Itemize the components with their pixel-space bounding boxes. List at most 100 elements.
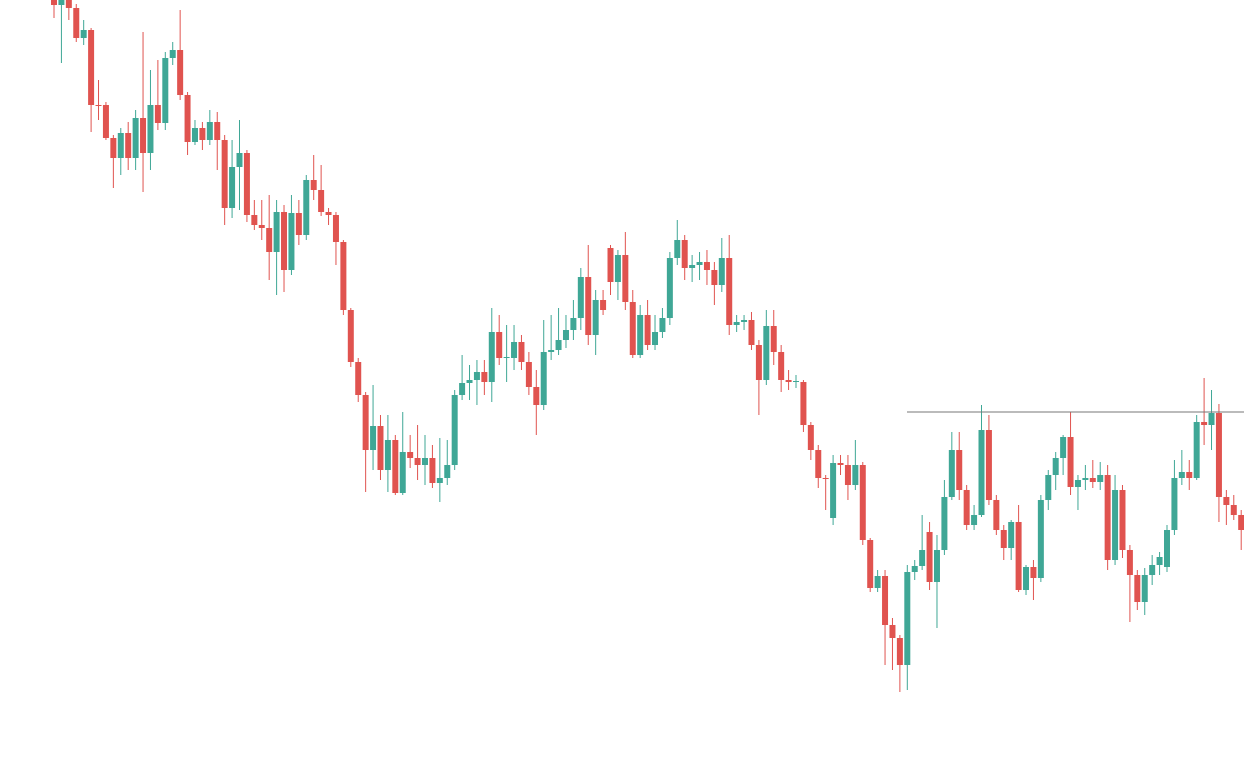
- candle-body: [948, 450, 955, 497]
- candle-body: [637, 315, 644, 355]
- candle-body: [600, 300, 607, 310]
- candle-body: [191, 128, 198, 142]
- candle-body: [1089, 478, 1096, 482]
- candle-body: [674, 240, 681, 258]
- candle-body: [303, 180, 310, 235]
- candle-body: [110, 138, 117, 158]
- candle-body: [830, 463, 837, 518]
- candle-body: [1149, 565, 1156, 575]
- candle-body: [325, 212, 332, 215]
- candle-body: [258, 225, 265, 228]
- candle-body: [1208, 413, 1215, 425]
- candle-body: [793, 381, 799, 382]
- candle-body: [177, 50, 184, 95]
- candle-body: [273, 212, 280, 252]
- candle-body: [347, 310, 354, 362]
- candle-body: [1164, 530, 1170, 567]
- candle-body: [1060, 437, 1067, 458]
- candle-body: [288, 213, 295, 270]
- candle-body: [132, 118, 139, 158]
- candle-body: [340, 242, 347, 310]
- candle-body: [644, 315, 651, 345]
- candle-body: [481, 372, 488, 382]
- candle-body: [511, 342, 518, 358]
- candle-body: [837, 463, 844, 465]
- candle-body: [1097, 475, 1104, 482]
- candle-body: [867, 540, 874, 588]
- candle-body: [184, 95, 191, 142]
- candle-body: [1178, 472, 1185, 478]
- candle-body: [562, 330, 569, 340]
- candle-body: [1015, 522, 1022, 590]
- candle-body: [1215, 413, 1222, 497]
- candle-body: [807, 425, 814, 450]
- candle-body: [214, 122, 221, 140]
- candle-body: [1067, 437, 1074, 487]
- candle-body: [971, 515, 978, 525]
- candle-body: [874, 576, 881, 588]
- candle-body: [770, 326, 777, 352]
- candle-body: [266, 228, 273, 252]
- candle-body: [1186, 472, 1193, 478]
- candle-body: [956, 450, 963, 490]
- candle-body: [243, 153, 250, 215]
- candle-body: [607, 248, 614, 282]
- candle-body: [1201, 422, 1208, 425]
- candle-body: [993, 500, 1000, 530]
- candle-body: [199, 128, 206, 140]
- candle-body: [852, 465, 859, 485]
- candle-body: [941, 497, 948, 550]
- candle-body: [318, 190, 325, 212]
- candle-body: [1104, 475, 1111, 560]
- candle-body: [429, 458, 436, 483]
- candle-body: [169, 50, 176, 58]
- candle-body: [889, 625, 896, 638]
- candle-body: [822, 478, 829, 479]
- candle-body: [696, 262, 703, 265]
- candle-body: [362, 395, 369, 450]
- candle-body: [88, 30, 95, 105]
- candle-body: [577, 277, 584, 318]
- candle-body: [1023, 567, 1030, 590]
- candle-body: [614, 255, 621, 282]
- candle-body: [355, 362, 362, 395]
- candle-body: [436, 478, 443, 483]
- candle-body: [1238, 515, 1244, 530]
- candle-body: [681, 240, 688, 268]
- candle-body: [117, 133, 124, 158]
- candle-body: [1156, 557, 1163, 565]
- candle-body: [236, 153, 243, 167]
- candle-body: [1112, 490, 1119, 560]
- candle-body: [1052, 458, 1059, 475]
- candle-body: [496, 332, 503, 358]
- candle-body: [51, 0, 57, 5]
- candle-body: [102, 105, 109, 138]
- candle-body: [711, 270, 718, 285]
- candle-body: [281, 212, 288, 270]
- candle-body: [933, 550, 940, 582]
- candle-body: [466, 380, 473, 383]
- candle-body: [251, 215, 258, 225]
- candle-body: [726, 258, 733, 325]
- candle-body: [1045, 475, 1052, 500]
- candle-body: [592, 300, 599, 335]
- candle-body: [80, 30, 87, 38]
- candle-body: [525, 362, 532, 387]
- candle-body: [800, 382, 807, 425]
- candle-body: [733, 322, 740, 325]
- candle-body: [718, 258, 725, 285]
- candle-body: [741, 320, 748, 322]
- candle-body: [399, 452, 406, 493]
- candle-body: [221, 140, 228, 208]
- candle-body: [666, 258, 673, 318]
- candle-body: [229, 167, 236, 208]
- candle-body: [125, 133, 132, 158]
- candle-body: [1134, 575, 1141, 602]
- candle-body: [896, 638, 903, 665]
- candle-body: [778, 352, 785, 380]
- candle-body: [785, 380, 792, 382]
- candle-body: [978, 430, 985, 515]
- candle-body: [926, 532, 933, 582]
- candle-body: [882, 576, 889, 625]
